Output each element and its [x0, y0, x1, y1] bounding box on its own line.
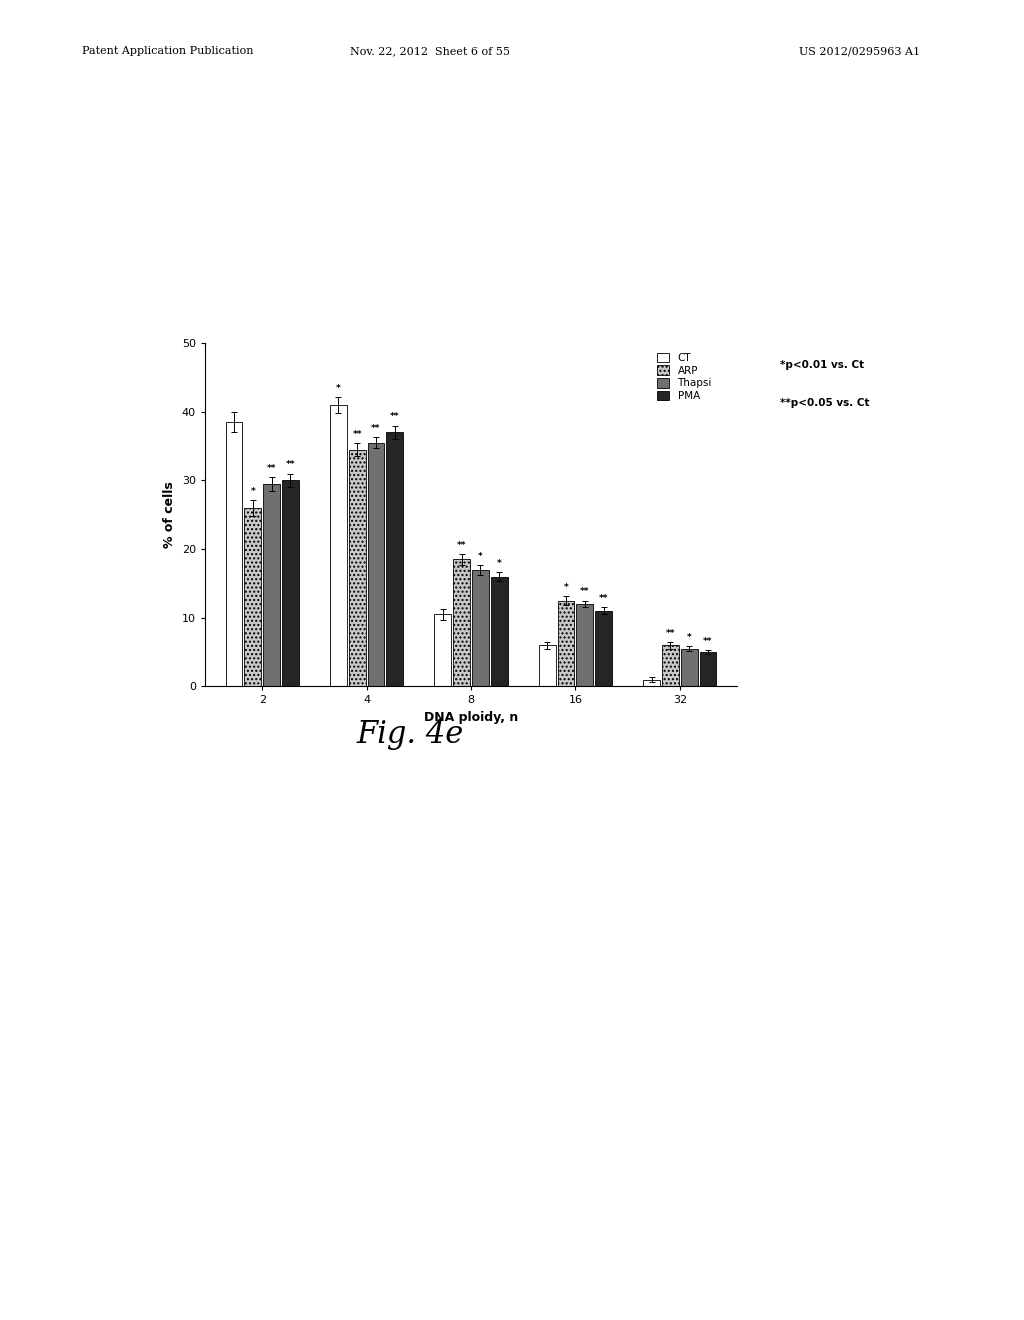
- Text: US 2012/0295963 A1: US 2012/0295963 A1: [799, 46, 920, 57]
- Bar: [490, 577, 508, 686]
- Bar: [558, 601, 574, 686]
- Bar: [454, 560, 470, 686]
- Bar: [225, 422, 243, 686]
- Bar: [472, 570, 488, 686]
- Text: **: **: [580, 587, 590, 597]
- Text: **: **: [666, 628, 675, 638]
- Text: *: *: [251, 487, 255, 495]
- Text: **: **: [457, 541, 466, 550]
- Text: Patent Application Publication: Patent Application Publication: [82, 46, 253, 57]
- Text: *: *: [497, 560, 502, 569]
- Text: **p<0.05 vs. Ct: **p<0.05 vs. Ct: [780, 399, 869, 408]
- Text: *: *: [687, 632, 691, 642]
- Text: *: *: [336, 384, 341, 392]
- Text: Nov. 22, 2012  Sheet 6 of 55: Nov. 22, 2012 Sheet 6 of 55: [350, 46, 510, 57]
- Text: *: *: [478, 552, 482, 561]
- Bar: [539, 645, 556, 686]
- X-axis label: DNA ploidy, n: DNA ploidy, n: [424, 711, 518, 723]
- Text: **: **: [390, 412, 399, 421]
- Bar: [434, 614, 452, 686]
- Bar: [643, 680, 660, 686]
- Bar: [577, 605, 593, 686]
- Bar: [349, 450, 366, 686]
- Bar: [368, 442, 384, 686]
- Text: **: **: [286, 461, 295, 470]
- Text: **: **: [599, 594, 608, 603]
- Text: **: **: [267, 463, 276, 473]
- Bar: [595, 611, 612, 686]
- Bar: [386, 433, 403, 686]
- Text: *p<0.01 vs. Ct: *p<0.01 vs. Ct: [780, 360, 864, 371]
- Y-axis label: % of cells: % of cells: [163, 482, 176, 548]
- Bar: [699, 652, 717, 686]
- Bar: [681, 648, 697, 686]
- Text: **: **: [372, 424, 381, 433]
- Legend: CT, ARP, Thapsi, PMA: CT, ARP, Thapsi, PMA: [652, 348, 716, 405]
- Bar: [263, 484, 280, 686]
- Text: *: *: [563, 583, 568, 593]
- Text: **: **: [352, 429, 362, 438]
- Bar: [330, 405, 347, 686]
- Bar: [282, 480, 299, 686]
- Bar: [663, 645, 679, 686]
- Text: Fig. 4e: Fig. 4e: [356, 719, 463, 750]
- Bar: [245, 508, 261, 686]
- Text: **: **: [703, 638, 713, 645]
